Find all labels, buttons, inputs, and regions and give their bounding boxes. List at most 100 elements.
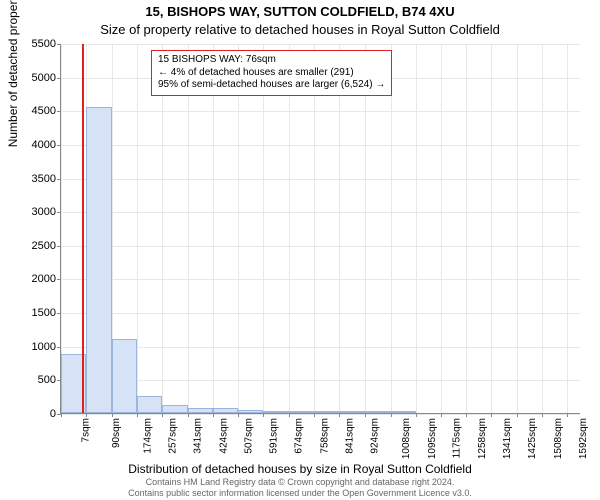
xtick-mark (466, 413, 467, 417)
xtick-mark (162, 413, 163, 417)
gridline-v (238, 44, 239, 413)
gridline-v (567, 44, 568, 413)
marker-line (82, 44, 84, 413)
ytick-label: 0 (6, 408, 56, 420)
gridline-v (263, 44, 264, 413)
gridline-v (441, 44, 442, 413)
histogram-bar (339, 411, 364, 413)
gridline-v (391, 44, 392, 413)
histogram-bar (238, 410, 263, 413)
gridline-h (61, 279, 580, 280)
xtick-mark (263, 413, 264, 417)
gridline-h (61, 380, 580, 381)
gridline-h (61, 313, 580, 314)
gridline-v (162, 44, 163, 413)
gridline-v (137, 44, 138, 413)
x-axis-label: Distribution of detached houses by size … (0, 462, 600, 476)
annotation-line2: ← 4% of detached houses are smaller (291… (158, 67, 385, 80)
ytick-label: 3000 (6, 206, 56, 218)
gridline-v (188, 44, 189, 413)
gridline-h (61, 347, 580, 348)
xtick-label: 1341sqm (502, 418, 513, 459)
xtick-mark (238, 413, 239, 417)
xtick-mark (314, 413, 315, 417)
xtick-label: 1258sqm (477, 418, 488, 459)
gridline-v (314, 44, 315, 413)
plot-area: 15 BISHOPS WAY: 76sqm← 4% of detached ho… (60, 44, 580, 414)
footer-line1: Contains HM Land Registry data © Crown c… (146, 477, 455, 487)
xtick-mark (491, 413, 492, 417)
xtick-label: 1008sqm (401, 418, 412, 459)
xtick-label: 1508sqm (553, 418, 564, 459)
gridline-h (61, 111, 580, 112)
gridline-v (339, 44, 340, 413)
ytick-label: 4000 (6, 139, 56, 151)
histogram-bar (86, 107, 111, 413)
xtick-mark (365, 413, 366, 417)
xtick-mark (137, 413, 138, 417)
footer-line2: Contains public sector information licen… (128, 488, 472, 498)
histogram-bar (112, 339, 137, 413)
gridline-v (365, 44, 366, 413)
gridline-h (61, 414, 580, 415)
xtick-mark (86, 413, 87, 417)
chart-title-line2: Size of property relative to detached ho… (0, 22, 600, 37)
gridline-v (466, 44, 467, 413)
xtick-mark (289, 413, 290, 417)
histogram-bar (213, 408, 238, 413)
xtick-label: 841sqm (345, 418, 356, 454)
ytick-label: 3500 (6, 173, 56, 185)
xtick-label: 341sqm (193, 418, 204, 454)
xtick-mark (61, 413, 62, 417)
gridline-h (61, 212, 580, 213)
ytick-label: 500 (6, 374, 56, 386)
gridline-h (61, 145, 580, 146)
xtick-mark (391, 413, 392, 417)
annotation-line1: 15 BISHOPS WAY: 76sqm (158, 54, 385, 67)
xtick-label: 1425sqm (528, 418, 539, 459)
xtick-label: 1175sqm (451, 418, 462, 458)
xtick-mark (441, 413, 442, 417)
gridline-v (491, 44, 492, 413)
xtick-label: 1095sqm (427, 418, 438, 459)
xtick-mark (517, 413, 518, 417)
ytick-label: 1000 (6, 341, 56, 353)
gridline-v (289, 44, 290, 413)
xtick-label: 674sqm (294, 418, 305, 454)
gridline-v (416, 44, 417, 413)
xtick-label: 758sqm (320, 418, 331, 454)
gridline-v (213, 44, 214, 413)
histogram-bar (137, 396, 162, 413)
xtick-mark (567, 413, 568, 417)
histogram-bar (188, 408, 213, 413)
histogram-bar (391, 411, 415, 413)
xtick-mark (416, 413, 417, 417)
ytick-label: 4500 (6, 105, 56, 117)
xtick-mark (542, 413, 543, 417)
xtick-label: 257sqm (167, 418, 178, 454)
histogram-bar (314, 411, 339, 413)
chart-title-line1: 15, BISHOPS WAY, SUTTON COLDFIELD, B74 4… (0, 4, 600, 19)
gridline-h (61, 44, 580, 45)
xtick-label: 1592sqm (578, 418, 589, 459)
ytick-label: 1500 (6, 307, 56, 319)
ytick-label: 5500 (6, 38, 56, 50)
ytick-label: 2000 (6, 273, 56, 285)
xtick-mark (339, 413, 340, 417)
xtick-label: 174sqm (142, 418, 153, 454)
gridline-h (61, 179, 580, 180)
histogram-bar (263, 411, 288, 413)
xtick-label: 924sqm (370, 418, 381, 454)
annotation-box: 15 BISHOPS WAY: 76sqm← 4% of detached ho… (151, 50, 392, 96)
histogram-bar (289, 411, 314, 413)
footer-attribution: Contains HM Land Registry data © Crown c… (0, 477, 600, 498)
xtick-label: 7sqm (80, 418, 91, 442)
xtick-label: 424sqm (218, 418, 229, 454)
annotation-line3: 95% of semi-detached houses are larger (… (158, 79, 385, 92)
histogram-bar (162, 405, 187, 413)
gridline-h (61, 246, 580, 247)
xtick-mark (112, 413, 113, 417)
ytick-label: 2500 (6, 240, 56, 252)
xtick-mark (213, 413, 214, 417)
chart-container: 15, BISHOPS WAY, SUTTON COLDFIELD, B74 4… (0, 0, 600, 500)
